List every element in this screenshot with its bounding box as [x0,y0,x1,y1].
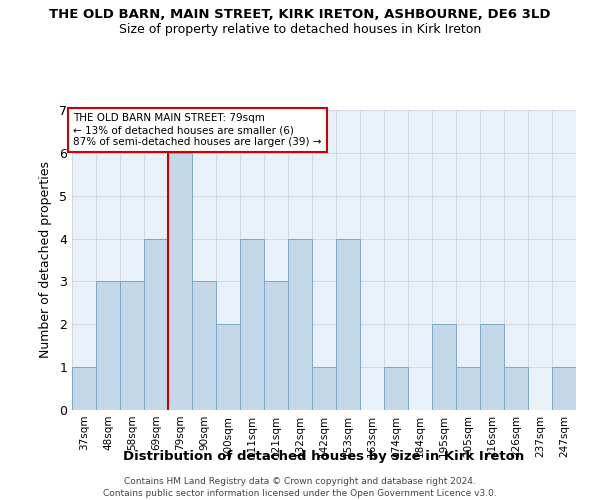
Bar [120,282,144,410]
Y-axis label: Number of detached properties: Number of detached properties [39,162,52,358]
Text: Contains public sector information licensed under the Open Government Licence v3: Contains public sector information licen… [103,489,497,498]
Bar [144,238,168,410]
Bar [288,238,312,410]
Bar [312,367,336,410]
Bar [504,367,528,410]
Bar [96,282,120,410]
Bar [552,367,576,410]
Bar [240,238,264,410]
Bar [336,238,360,410]
Bar [432,324,456,410]
Text: Contains HM Land Registry data © Crown copyright and database right 2024.: Contains HM Land Registry data © Crown c… [124,478,476,486]
Bar [192,282,216,410]
Bar [168,153,192,410]
Text: Size of property relative to detached houses in Kirk Ireton: Size of property relative to detached ho… [119,22,481,36]
Bar [216,324,240,410]
Bar [384,367,408,410]
Text: THE OLD BARN, MAIN STREET, KIRK IRETON, ASHBOURNE, DE6 3LD: THE OLD BARN, MAIN STREET, KIRK IRETON, … [49,8,551,20]
Bar [480,324,504,410]
Text: Distribution of detached houses by size in Kirk Ireton: Distribution of detached houses by size … [124,450,524,463]
Bar [456,367,480,410]
Bar [264,282,288,410]
Bar [72,367,96,410]
Text: THE OLD BARN MAIN STREET: 79sqm
← 13% of detached houses are smaller (6)
87% of : THE OLD BARN MAIN STREET: 79sqm ← 13% of… [73,114,322,146]
